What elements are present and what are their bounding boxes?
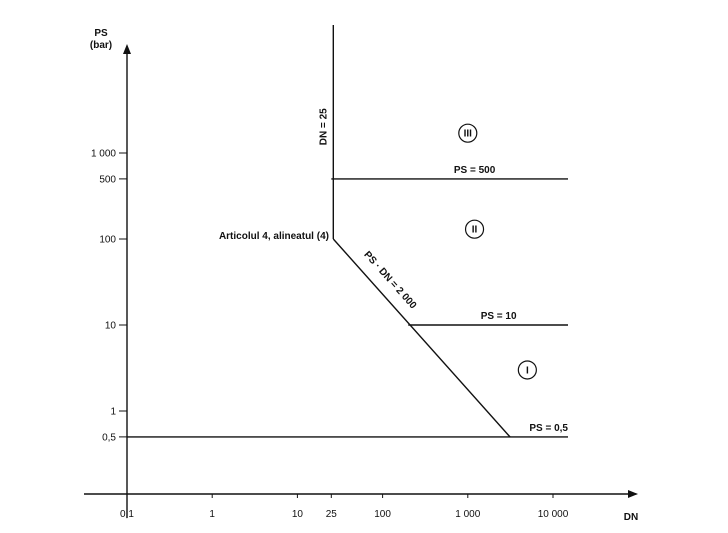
y-tick-label: 10 [105, 321, 117, 332]
x-axis-title: DN [624, 512, 638, 523]
boundary-lines [127, 25, 569, 438]
annotations: Articolul 4, alineatul (4) [219, 231, 329, 242]
y-tick-label: 1 000 [91, 149, 116, 160]
region-label: II [472, 225, 478, 236]
x-tick-label: 0,1 [120, 509, 134, 520]
y-axis-unit: (bar) [90, 40, 112, 51]
boundary-label: PS = 10 [481, 311, 517, 322]
region-label: III [464, 129, 473, 140]
x-tick-label: 10 [292, 509, 304, 520]
boundary-line [332, 238, 511, 438]
region-circle [517, 360, 537, 380]
region-circle [464, 219, 485, 239]
x-axis-arrow-icon [628, 490, 638, 498]
y-ticks: 0,5 1 10 100 500 1 000 [91, 149, 127, 443]
y-tick-label: 0,5 [102, 432, 116, 443]
boundary-label: PS = 0,5 [529, 423, 568, 434]
x-tick-label: 100 [374, 509, 391, 520]
y-tick-label: 1 [110, 407, 116, 418]
x-ticks: 0,1 1 10 25 100 1 000 10 000 [120, 494, 569, 520]
region-circle [458, 123, 478, 143]
boundary-label: PS = 500 [454, 165, 496, 176]
x-tick-label: 25 [326, 509, 338, 520]
x-tick-label: 1 000 [455, 509, 480, 520]
region-label: I [526, 365, 529, 376]
x-tick-label: 1 [209, 509, 215, 520]
y-tick-label: 100 [99, 235, 116, 246]
y-tick-label: 500 [99, 174, 116, 185]
y-axis-title: PS [94, 28, 108, 39]
y-axis-arrow-icon [123, 44, 131, 54]
x-tick-label: 10 000 [538, 509, 569, 520]
annotation-text: Articolul 4, alineatul (4) [219, 231, 329, 242]
boundary-label: DN = 25 [318, 108, 329, 145]
